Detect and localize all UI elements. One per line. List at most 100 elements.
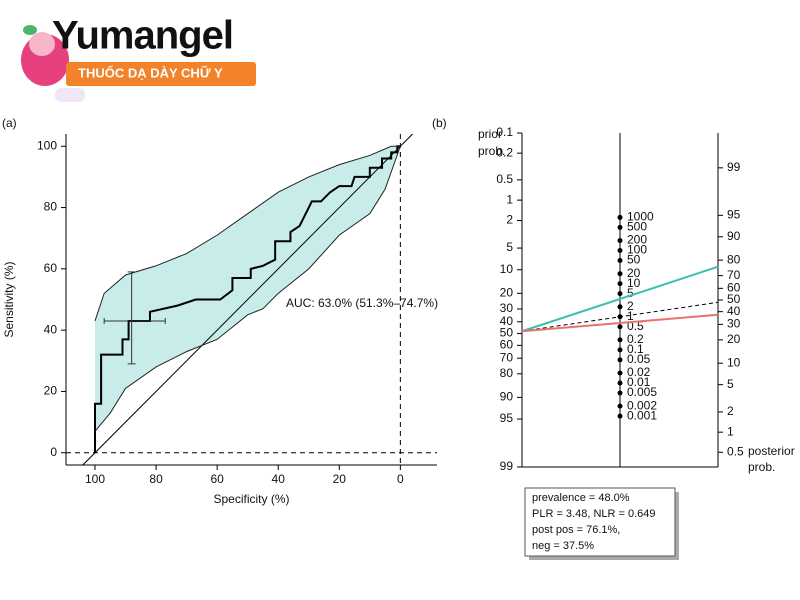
posterior-tick-label: 95 <box>727 207 741 221</box>
posterior-tick-label: 40 <box>727 304 741 318</box>
info-line: neg = 37.5% <box>532 540 594 552</box>
panel-label: (a) <box>2 116 17 130</box>
lr-tick <box>617 291 623 297</box>
lr-tick <box>617 403 623 409</box>
posterior-tick-label: 5 <box>727 377 734 391</box>
y-axis-title: Sensitivity (%) <box>2 261 16 337</box>
auc-annotation: AUC: 63.0% (51.3%–74.7%) <box>286 296 438 310</box>
lr-tick-label: 0.001 <box>627 408 657 422</box>
lr-tick-label: 100 <box>627 243 647 257</box>
posterior-tick-label: 0.5 <box>727 444 744 458</box>
x-tick-label: 0 <box>397 472 404 486</box>
info-line: prevalence = 48.0% <box>532 492 630 504</box>
roc-chart: (a) 100 80 60 40 20 0 0 20 40 60 80 100 Specificity (… <box>2 116 438 506</box>
lr-tick <box>617 248 623 254</box>
ci-line <box>94 146 401 432</box>
posterior-tick-label: 80 <box>727 252 741 266</box>
nomogram-line <box>521 313 719 333</box>
prior-tick-label: 30 <box>500 301 514 315</box>
y-tick-label: 40 <box>44 322 58 336</box>
prior-tick-label: 20 <box>500 285 514 299</box>
ci-band <box>95 146 401 432</box>
prior-title: prior <box>478 127 502 141</box>
posterior-tick-label: 99 <box>727 160 741 174</box>
prior-tick-label: 95 <box>500 411 514 425</box>
panel-label: (b) <box>432 116 447 130</box>
lr-tick <box>617 238 623 244</box>
prior-tick-label: 2 <box>506 213 513 227</box>
lr-tick <box>617 324 623 330</box>
lr-tick <box>617 337 623 343</box>
lr-tick-label: 20 <box>627 266 641 280</box>
roc-curve <box>94 145 401 453</box>
posterior-tick-label: 10 <box>727 355 741 369</box>
info-line: PLR = 3.48, NLR = 0.649 <box>532 508 656 520</box>
prior-tick-label: 40 <box>500 314 514 328</box>
lr-tick-label: 0.005 <box>627 385 657 399</box>
prior-tick-label: 60 <box>500 338 514 352</box>
x-tick-label: 20 <box>333 472 347 486</box>
prior-tick-label: 0.1 <box>496 125 513 139</box>
lr-tick <box>617 281 623 287</box>
x-axis-title: Specificity (%) <box>213 492 289 506</box>
x-tick-label: 40 <box>272 472 286 486</box>
y-tick-label: 20 <box>44 384 58 398</box>
prior-tick-label: 99 <box>500 459 514 473</box>
mascot-face <box>29 32 55 56</box>
info-box <box>524 487 676 557</box>
lr-tick-label: 0.01 <box>627 375 651 389</box>
lr-tick-label: 0.2 <box>627 332 644 346</box>
posterior-tick-label: 70 <box>727 268 741 282</box>
prior-title: prob. <box>478 144 505 158</box>
lr-tick-label: 2 <box>627 299 634 313</box>
lr-tick <box>617 258 623 264</box>
prior-tick-label: 1 <box>506 192 513 206</box>
lr-tick-label: 50 <box>627 253 641 267</box>
prior-tick-label: 70 <box>500 350 514 364</box>
ci-line <box>94 145 401 322</box>
lr-tick <box>617 380 623 386</box>
posterior-title: prob. <box>748 460 775 474</box>
nomogram-line <box>521 301 719 332</box>
prior-tick-label: 0.2 <box>496 145 513 159</box>
lr-tick-label: 200 <box>627 233 647 247</box>
lr-tick-label: 500 <box>627 220 647 234</box>
lr-tick <box>617 224 623 230</box>
lr-tick-label: 0.05 <box>627 352 651 366</box>
prior-tick-label: 10 <box>500 262 514 276</box>
posterior-tick-label: 50 <box>727 292 741 306</box>
posterior-tick-label: 30 <box>727 317 741 331</box>
mascot-leg <box>55 88 85 102</box>
x-tick-label: 100 <box>85 472 105 486</box>
lr-tick <box>617 271 623 277</box>
lr-tick <box>617 347 623 353</box>
prior-tick-label: 5 <box>506 240 513 254</box>
logo-name: Yumangel <box>52 14 233 58</box>
lr-tick <box>617 304 623 310</box>
prior-tick-label: 50 <box>500 326 514 340</box>
lr-tick-label: 0.002 <box>627 398 657 412</box>
y-tick-label: 0 <box>50 445 57 459</box>
lr-tick <box>617 214 623 220</box>
lr-tick-label: 1 <box>627 309 634 323</box>
lr-tick <box>617 413 623 419</box>
nomogram-line <box>521 265 719 333</box>
posterior-tick-label: 20 <box>727 332 741 346</box>
y-tick-label: 60 <box>44 261 58 275</box>
lr-tick-label: 0.02 <box>627 365 651 379</box>
prior-tick-label: 90 <box>500 390 514 404</box>
info-line: post pos = 76.1%, <box>532 524 620 536</box>
mascot-leaf <box>23 25 37 35</box>
y-tick-label: 80 <box>44 200 58 214</box>
posterior-tick-label: 60 <box>727 281 741 295</box>
lr-tick-label: 5 <box>627 286 634 300</box>
x-tick-label: 60 <box>210 472 224 486</box>
lr-tick-label: 0.1 <box>627 342 644 356</box>
lr-tick <box>617 390 623 396</box>
logo: Yumangel THUỐC DẠ DÀY CHỮ Y <box>21 14 256 102</box>
prior-tick-label: 80 <box>500 366 514 380</box>
lr-tick-label: 10 <box>627 276 641 290</box>
y-tick-label: 100 <box>37 138 57 152</box>
lr-tick <box>617 370 623 376</box>
